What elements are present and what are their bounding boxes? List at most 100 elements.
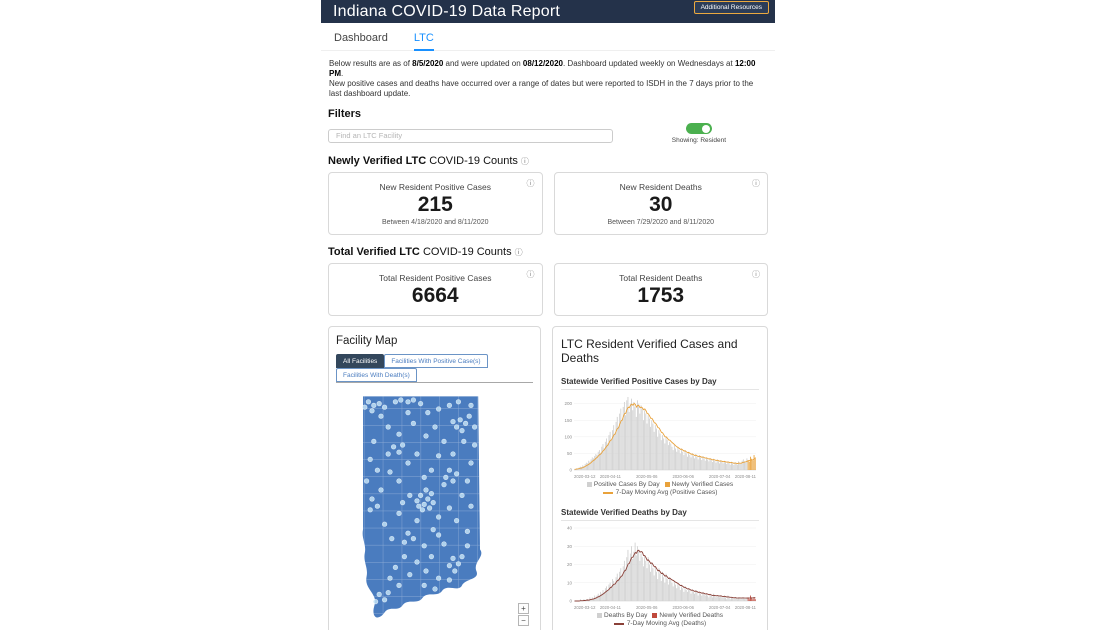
positives-chart-legend: Positive Cases By Day Newly Verified Cas… [561,481,759,488]
svg-text:2020-06-06: 2020-06-06 [672,605,694,610]
svg-text:40: 40 [567,526,573,531]
svg-text:2020-06-06: 2020-06-06 [672,474,694,479]
legend-line-swatch [613,622,624,625]
svg-text:200: 200 [564,401,572,406]
toggle-knob [702,124,711,133]
notice-text: . Dashboard updated weekly on Wednesdays… [562,59,735,68]
stat-label: Total Resident Positive Cases [379,273,492,284]
svg-text:150: 150 [564,418,572,423]
section-title-newly-verified: Newly Verified LTC COVID-19 Counts ⓘ [321,155,775,167]
svg-text:2020-08-11: 2020-08-11 [735,605,757,610]
notice-text: Below results are as of [329,59,413,68]
svg-text:20: 20 [567,562,573,567]
map-tab-positive-cases[interactable]: Facilities With Positive Case(s) [384,354,488,369]
zoom-in-button[interactable]: + [518,603,529,615]
charts-panel: LTC Resident Verified Cases and Deaths S… [552,326,768,630]
section-title-rest: COVID-19 Counts [419,246,512,259]
stat-range: Between 4/18/2020 and 8/11/2020 [381,219,489,227]
deaths-chart: 0 10 20 30 40 2020-03-12 2020-04-11 2020-05-06 2… [567,526,757,610]
app-header: Indiana COVID-19 Data Report Additional … [321,0,775,23]
newly-verified-cards: ⓘ New Resident Positive Cases 215 Betwee… [321,172,775,236]
info-icon[interactable]: ⓘ [520,157,529,166]
facility-map-title: Facility Map [336,335,398,348]
legend-swatch-newly-verified [652,613,658,619]
page-title: Indiana COVID-19 Data Report [333,2,561,20]
notice-as-of-date: 8/5/2020 [412,59,444,68]
deaths-chart-legend-avg: 7-Day Moving Avg (Deaths) [561,620,759,627]
svg-text:2020-05-06: 2020-05-06 [636,605,658,610]
svg-text:2020-04-11: 2020-04-11 [600,474,622,479]
filters-section: Filters Showing: Resident [321,108,775,144]
county-grid-overlay [362,396,481,618]
section-title-bold: Total Verified LTC [328,246,420,259]
facility-map-panel: Facility Map All Facilities Facilities W… [328,326,541,630]
map-zoom-controls: + − [518,602,529,627]
indiana-map[interactable] [345,391,525,625]
zoom-out-button[interactable]: − [518,615,529,627]
map-tab-bar: All Facilities Facilities With Positive … [336,354,533,384]
section-title-total-verified: Total Verified LTC COVID-19 Counts ⓘ [321,246,775,258]
legend-swatch-newly-verified [664,482,670,488]
info-icon[interactable]: ⓘ [752,179,760,188]
info-icon[interactable]: ⓘ [514,248,523,258]
legend-line-swatch [602,491,613,494]
legend-label: 7-Day Moving Avg (Deaths) [626,620,707,628]
legend-label: 7-Day Moving Avg (Positive Cases) [615,489,718,497]
info-icon[interactable]: ⓘ [526,179,535,188]
facility-search-input[interactable] [328,128,613,143]
stat-card-new-deaths: ⓘ New Resident Deaths 30 Between 7/29/20… [553,172,768,236]
notice-text: . [341,69,344,78]
svg-text:0: 0 [569,599,572,604]
notice-line2: New positive cases and deaths have occur… [329,79,754,98]
positives-chart-legend-avg: 7-Day Moving Avg (Positive Cases) [561,489,759,496]
section-title-bold: Newly Verified LTC [328,155,427,167]
additional-resources-button[interactable]: Additional Resources [693,1,769,14]
stat-value: 1753 [637,284,685,308]
stat-card-total-deaths: ⓘ Total Resident Deaths 1753 [553,263,768,317]
tab-bar: Dashboard LTC [321,23,775,51]
positives-chart: 0 50 100 150 200 2020-03-12 2020-04-11 2020-05-… [564,397,757,479]
legend-label: Positive Cases By Day [593,481,660,489]
tab-ltc[interactable]: LTC [413,32,434,51]
legend-label: Newly Verified Cases [671,481,734,489]
svg-text:10: 10 [567,581,573,586]
stat-card-total-positive-cases: ⓘ Total Resident Positive Cases 6664 [328,263,543,317]
info-icon[interactable]: ⓘ [752,270,760,280]
legend-label: Newly Verified Deaths [659,612,723,620]
filters-label: Filters [328,108,362,120]
facility-markers[interactable] [361,397,477,605]
showing-label: Showing: Resident [671,137,726,144]
map-tab-all-facilities[interactable]: All Facilities [336,354,385,369]
positives-chart-title: Statewide Verified Positive Cases by Day [561,373,759,391]
deaths-chart-legend: Deaths By Day Newly Verified Deaths [561,612,759,619]
main-panels: Facility Map All Facilities Facilities W… [321,326,775,630]
map-tab-deaths[interactable]: Facilities With Death(s) [336,368,417,383]
resident-toggle[interactable] [685,123,712,134]
notice-update-time: 12:00 PM [329,59,756,78]
svg-text:2020-08-11: 2020-08-11 [735,474,757,479]
stat-value: 215 [417,193,453,216]
svg-text:50: 50 [567,451,573,456]
charts-panel-title: LTC Resident Verified Cases and Deaths [561,337,738,366]
deaths-chart-title: Statewide Verified Deaths by Day [561,504,759,522]
update-notice: Below results are as of 8/5/2020 and wer… [321,51,775,99]
stat-label: Total Resident Deaths [619,273,703,284]
svg-text:2020-05-06: 2020-05-06 [636,474,658,479]
stat-label: New Resident Deaths [619,182,702,192]
notice-updated-date: 08/12/2020 [522,59,563,68]
svg-text:0: 0 [569,468,572,473]
svg-text:2020-03-12: 2020-03-12 [574,605,596,610]
resident-toggle-group: Showing: Resident [672,123,726,144]
svg-text:30: 30 [567,544,573,549]
tab-dashboard[interactable]: Dashboard [334,32,388,44]
app-container: Indiana COVID-19 Data Report Additional … [321,0,775,630]
info-icon[interactable]: ⓘ [526,270,535,280]
total-verified-cards: ⓘ Total Resident Positive Cases 6664 ⓘ T… [321,263,775,317]
stat-value: 30 [649,193,673,216]
legend-label: Deaths By Day [604,612,648,620]
svg-text:2020-07-04: 2020-07-04 [709,605,731,610]
stat-range: Between 7/29/2020 and 8/11/2020 [607,219,715,227]
svg-text:100: 100 [564,435,572,440]
notice-text: and were updated on [443,59,523,68]
legend-swatch-bars [597,613,603,619]
